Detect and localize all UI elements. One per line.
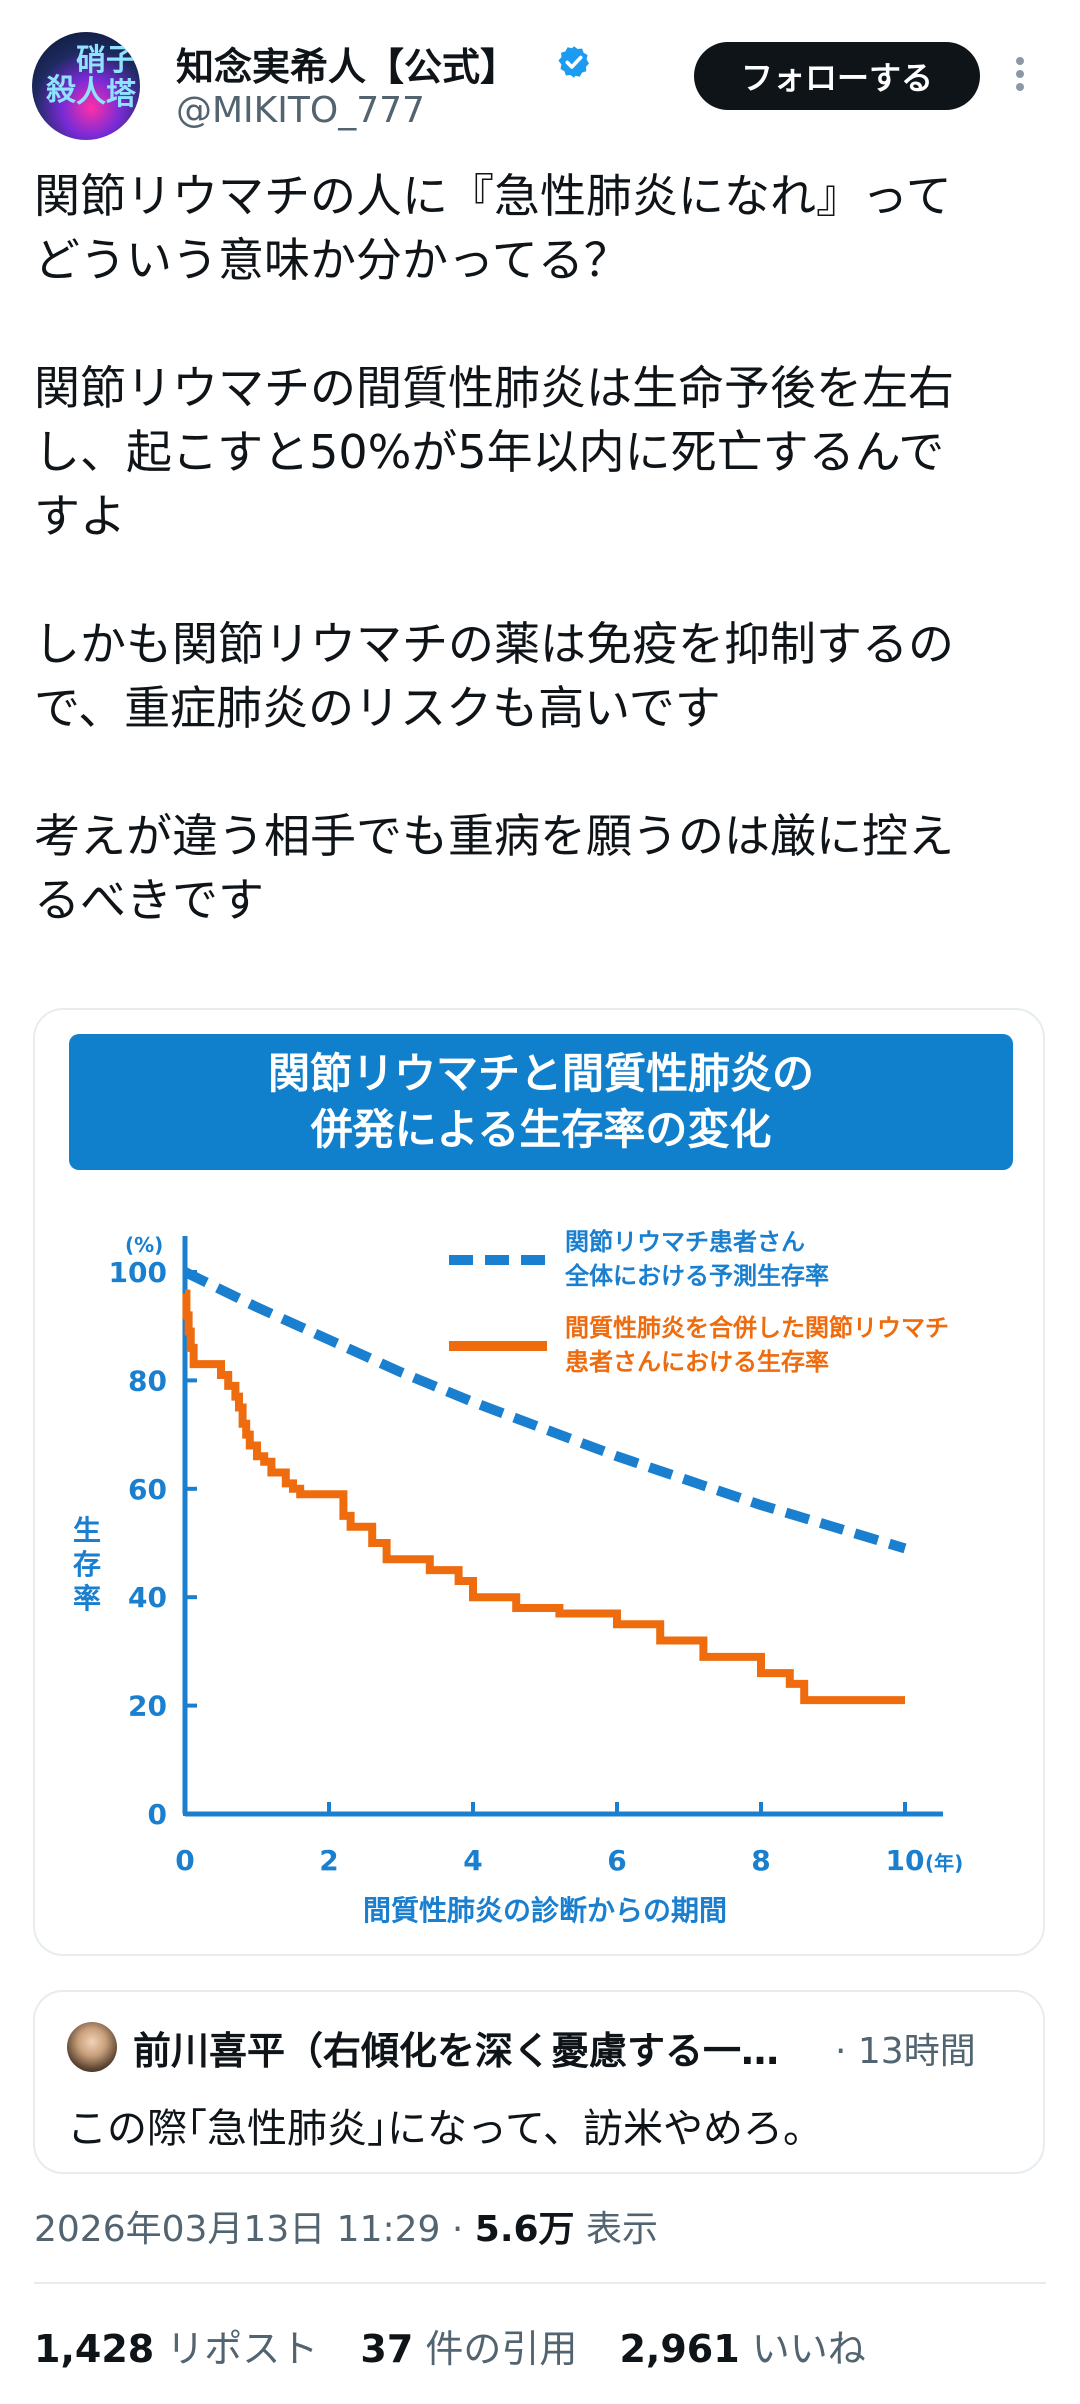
divider <box>34 2282 1046 2284</box>
repost-stat[interactable]: 1,428 リポスト <box>34 2327 318 2371</box>
tweet-line: 関節リウマチの間質性肺炎は生命予後を左右 <box>34 361 954 415</box>
tweet-line: 考えが違う相手でも重病を願うのは厳に控え <box>34 809 954 863</box>
tweet-stats: 1,428 リポスト 37 件の引用 2,961 いいね <box>34 2318 896 2373</box>
x-tick-label: 0 <box>175 1844 194 1877</box>
tweet-text: 関節リウマチの人に『急性肺炎になれ』って どういう意味か分かってる？ 関節リウマ… <box>34 164 1054 932</box>
quoted-time: · 13時間 <box>835 2031 976 2072</box>
x-tick-label: 8 <box>751 1844 770 1877</box>
y-unit-label: (%) <box>125 1233 163 1257</box>
quote-stat[interactable]: 37 件の引用 <box>360 2327 577 2371</box>
repost-count: 1,428 <box>34 2327 155 2371</box>
tweet-line: どういう意味か分かってる？ <box>34 233 630 287</box>
y-tick-label: 40 <box>128 1581 167 1614</box>
x-tick-label: 10 <box>886 1844 925 1877</box>
like-label: いいね <box>739 2327 866 2371</box>
avatar-glyph: 殺 <box>46 73 76 108</box>
tweet-meta: 2026年03月13日 11:29 · 5.6万 表示 <box>34 2200 658 2252</box>
chart-title-line: 関節リウマチと間質性肺炎の <box>267 1049 814 1098</box>
legend-label-ild: 間質性肺炎を合併した関節リウマチ <box>565 1314 949 1342</box>
y-axis-label-char: 生 <box>73 1514 101 1547</box>
x-tick-label: 2 <box>319 1844 338 1877</box>
tweet-image[interactable]: 関節リウマチと間質性肺炎の 併発による生存率の変化 0 20 40 60 80 100 0 2… <box>33 1008 1045 1956</box>
author-handle[interactable]: @MIKITO_777 <box>176 90 425 131</box>
view-label: 表示 <box>574 2209 658 2250</box>
follow-button[interactable]: フォローする <box>694 42 980 110</box>
y-tick-label: 100 <box>109 1256 167 1289</box>
chart-title-line: 併発による生存率の変化 <box>310 1105 772 1154</box>
quoted-text: この際｢急性肺炎｣になって、訪米やめろ。 <box>67 2106 823 2152</box>
quote-label: 件の引用 <box>413 2327 578 2371</box>
legend-label-predicted: 関節リウマチ患者さん <box>565 1228 805 1256</box>
avatar-glyph: 人 <box>76 75 106 110</box>
avatar-glyph: 硝 <box>76 43 106 78</box>
survival-chart: 0 20 40 60 80 100 0 2 4 6 8 10 (%) (年) 生存率間質性肺炎の診断からの期… <box>73 1228 963 1927</box>
chart-title-banner: 関節リウマチと間質性肺炎の 併発による生存率の変化 <box>69 1034 1013 1170</box>
tweet-header: 硝 子 殺 人 塔 知念実希人【公式】 @MIKITO_777 フォローする <box>0 0 1080 150</box>
quoted-author-name: 前川喜平（右傾化を深く憂慮する一… <box>133 2029 780 2073</box>
y-axis-label-char: 存 <box>73 1548 101 1581</box>
legend-label-ild: 患者さんにおける生存率 <box>565 1348 829 1376</box>
y-tick-label: 0 <box>148 1798 167 1831</box>
tweet-line: すよ <box>34 489 126 543</box>
x-axis-label: 間質性肺炎の診断からの期間 <box>363 1894 727 1927</box>
tweet-line: しかも関節リウマチの薬は免疫を抑制するの <box>34 617 954 671</box>
author-name[interactable]: 知念実希人【公式】 <box>176 45 519 89</box>
series-line-ild <box>182 1289 905 1705</box>
more-options-icon[interactable] <box>1010 52 1030 102</box>
quoted-tweet[interactable]: 前川喜平（右傾化を深く憂慮する一… · 13時間 この際｢急性肺炎｣になって、訪… <box>33 1990 1045 2174</box>
like-stat[interactable]: 2,961 いいね <box>619 2327 865 2371</box>
quote-count: 37 <box>360 2327 414 2371</box>
quoted-avatar <box>67 2022 117 2072</box>
tweet-line: るべきです <box>34 873 264 927</box>
repost-label: リポスト <box>154 2327 319 2371</box>
avatar-glyph: 子 <box>106 43 136 78</box>
x-tick-label: 4 <box>463 1844 482 1877</box>
tweet-line: で、重症肺炎のリスクも高いです <box>34 681 721 735</box>
x-unit-label: (年) <box>925 1851 963 1875</box>
avatar[interactable]: 硝 子 殺 人 塔 <box>32 32 140 140</box>
view-count: 5.6万 <box>474 2209 575 2250</box>
y-tick-label: 80 <box>128 1364 167 1397</box>
tweet-datetime[interactable]: 2026年03月13日 11:29 · <box>34 2209 475 2250</box>
verified-badge-icon <box>558 46 589 78</box>
tweet-line: し、起こすと50%が5年以内に死亡するんで <box>34 425 945 479</box>
y-axis-label-char: 率 <box>73 1582 101 1615</box>
like-count: 2,961 <box>619 2327 740 2371</box>
x-tick-label: 6 <box>607 1844 626 1877</box>
avatar-glyph: 塔 <box>106 77 136 112</box>
y-tick-label: 20 <box>128 1690 167 1723</box>
tweet-line: 関節リウマチの人に『急性肺炎になれ』って <box>34 169 952 223</box>
y-tick-label: 60 <box>128 1473 167 1506</box>
legend-label-predicted: 全体における予測生存率 <box>564 1262 829 1290</box>
